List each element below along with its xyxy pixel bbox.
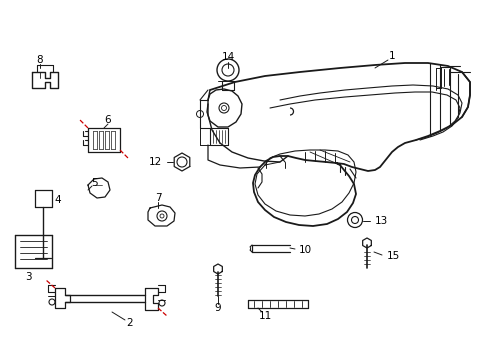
- Text: 8: 8: [37, 55, 43, 65]
- Text: 12: 12: [148, 157, 162, 167]
- Text: 5: 5: [92, 178, 98, 188]
- Text: 6: 6: [104, 115, 111, 125]
- Text: 3: 3: [24, 272, 31, 282]
- Text: 4: 4: [55, 195, 61, 205]
- Text: 1: 1: [388, 51, 394, 61]
- Text: 13: 13: [374, 216, 387, 226]
- Text: 2: 2: [126, 318, 133, 328]
- Text: 7: 7: [154, 193, 161, 203]
- Text: 10: 10: [298, 245, 311, 255]
- Text: 15: 15: [386, 251, 400, 261]
- Text: 14: 14: [221, 52, 234, 62]
- Text: 11: 11: [258, 311, 271, 321]
- Text: 9: 9: [214, 303, 221, 313]
